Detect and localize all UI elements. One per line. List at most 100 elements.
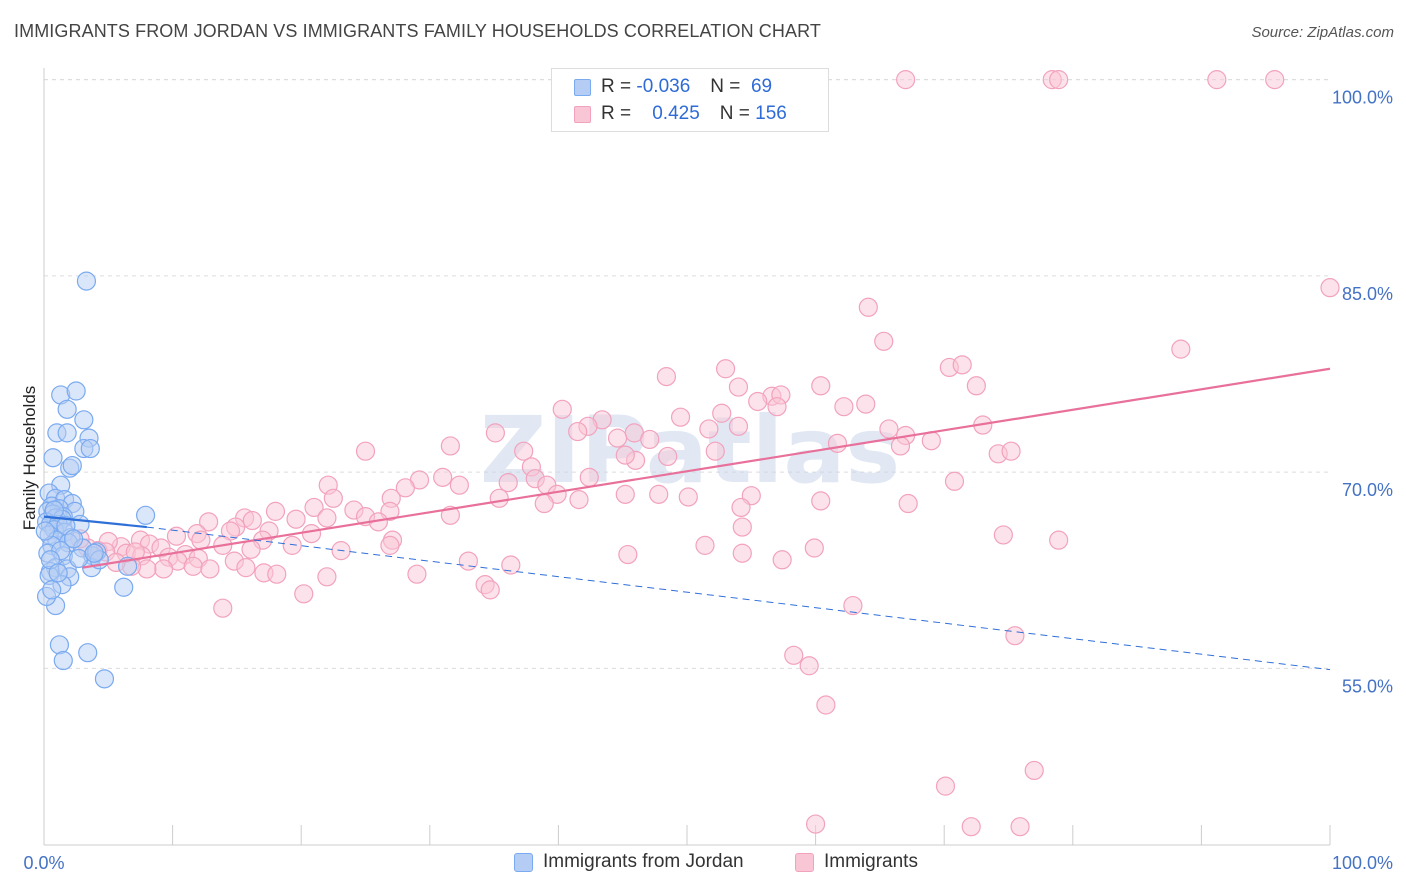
immigrants-point bbox=[805, 814, 826, 834]
legend-n-value: 156 bbox=[755, 103, 787, 124]
immigrants-point bbox=[993, 525, 1013, 545]
immigrants-point bbox=[286, 509, 306, 529]
jordan-point bbox=[44, 500, 64, 520]
immigrants-point bbox=[879, 419, 899, 439]
bottom-legend-jordan: Immigrants from Jordan bbox=[514, 851, 744, 873]
immigrants-point bbox=[458, 551, 478, 571]
y-tick-label: 55.0% bbox=[1342, 676, 1393, 696]
immigrants-point bbox=[1320, 278, 1340, 298]
y-axis-label: Family Households bbox=[20, 386, 39, 531]
immigrants-point bbox=[607, 428, 628, 448]
immigrants-point bbox=[407, 564, 427, 584]
immigrants-point bbox=[715, 359, 736, 379]
immigrants-point bbox=[449, 475, 469, 495]
immigrants-point bbox=[241, 539, 261, 559]
jordan-point bbox=[76, 271, 97, 291]
chart-title: IMMIGRANTS FROM JORDAN VS IMMIGRANTS FAM… bbox=[14, 21, 821, 41]
immigrants-point bbox=[799, 656, 819, 676]
immigrants-point bbox=[1207, 70, 1227, 90]
immigrants-point bbox=[748, 391, 768, 412]
immigrants-point bbox=[811, 491, 831, 511]
immigrants-point bbox=[898, 493, 918, 514]
legend-r-value: -0.036 bbox=[636, 76, 691, 97]
immigrants-point bbox=[514, 441, 534, 461]
immigrants-point bbox=[816, 695, 836, 715]
immigrants-point bbox=[485, 423, 505, 443]
legend-swatch-pink bbox=[574, 105, 591, 123]
jordan-point bbox=[49, 635, 70, 655]
immigrants-point bbox=[732, 543, 752, 563]
immigrants-point bbox=[236, 558, 256, 578]
immigrants-point bbox=[501, 555, 521, 575]
immigrants-point bbox=[1024, 760, 1044, 781]
legend-row-jordan: R = -0.036 N = 69 bbox=[574, 73, 772, 101]
jordan-point bbox=[80, 438, 100, 459]
legend-row-immigrants: R = 0.425 N = 156 bbox=[574, 100, 787, 128]
immigrants-point bbox=[896, 70, 916, 90]
legend-n-label: N = bbox=[719, 103, 750, 124]
immigrants-point bbox=[615, 445, 635, 465]
immigrants-point bbox=[944, 471, 965, 491]
immigrants-point bbox=[267, 564, 287, 584]
immigrants-point bbox=[678, 487, 698, 507]
legend-swatch-blue bbox=[574, 78, 591, 96]
immigrants-point bbox=[961, 817, 981, 837]
jordan-point bbox=[74, 410, 94, 430]
immigrants-point bbox=[658, 446, 678, 467]
immigrants-point bbox=[843, 595, 863, 616]
immigrants-point bbox=[498, 472, 518, 493]
immigrants-point bbox=[1005, 626, 1025, 646]
legend-n-value: 69 bbox=[750, 76, 773, 97]
immigrants-point bbox=[935, 776, 956, 796]
legend-n-label: N = bbox=[710, 76, 741, 97]
immigrants-point bbox=[827, 433, 848, 453]
immigrants-point bbox=[304, 497, 324, 518]
bottom-legend-swatch-pink bbox=[795, 852, 814, 872]
legend-r-label: R = bbox=[601, 103, 632, 124]
jordan-point bbox=[57, 399, 77, 419]
immigrants-point bbox=[440, 436, 460, 456]
jordan-point bbox=[53, 650, 73, 671]
immigrants-point bbox=[1010, 817, 1030, 837]
jordan-point bbox=[63, 529, 84, 549]
immigrants-point bbox=[282, 535, 302, 555]
immigrants-point bbox=[199, 512, 219, 532]
immigrants-point bbox=[649, 484, 669, 504]
immigrants-point bbox=[712, 403, 732, 423]
immigrants-point bbox=[153, 559, 174, 579]
immigrants-point bbox=[579, 467, 599, 487]
immigrants-point bbox=[166, 526, 187, 546]
immigrants-point bbox=[804, 538, 824, 558]
immigrants-point bbox=[732, 517, 752, 537]
immigrants-point bbox=[856, 394, 876, 414]
immigrants-point bbox=[317, 567, 337, 587]
jordan-point bbox=[42, 580, 62, 600]
immigrants-point bbox=[640, 429, 660, 450]
immigrants-point bbox=[834, 397, 854, 417]
jordan-point bbox=[78, 643, 98, 663]
immigrants-point bbox=[784, 645, 804, 665]
immigrants-point bbox=[1049, 530, 1069, 550]
immigrants-point bbox=[301, 524, 322, 544]
immigrants-point bbox=[772, 550, 792, 570]
jordan-point bbox=[57, 423, 77, 443]
immigrants-point bbox=[767, 397, 787, 417]
bottom-legend-immigrants: Immigrants bbox=[795, 851, 918, 873]
immigrants-trend-line bbox=[82, 367, 1331, 569]
jordan-point bbox=[35, 521, 55, 541]
legend-r-label: R = bbox=[601, 76, 632, 97]
immigrants-point bbox=[200, 559, 220, 579]
bottom-legend-swatch-blue bbox=[514, 852, 533, 872]
bottom-legend-label: Immigrants from Jordan bbox=[543, 851, 744, 872]
immigrants-point bbox=[395, 478, 415, 498]
immigrants-point bbox=[569, 490, 589, 510]
bottom-legend-label: Immigrants bbox=[824, 851, 918, 872]
y-tick-label: 85.0% bbox=[1342, 284, 1393, 304]
jordan-point bbox=[62, 455, 82, 476]
immigrants-point bbox=[952, 355, 972, 375]
immigrants-point bbox=[705, 441, 725, 461]
y-tick-label: 100.0% bbox=[1332, 88, 1393, 108]
immigrants-point bbox=[728, 377, 749, 397]
immigrants-point bbox=[731, 497, 751, 518]
immigrants-point bbox=[966, 376, 986, 396]
